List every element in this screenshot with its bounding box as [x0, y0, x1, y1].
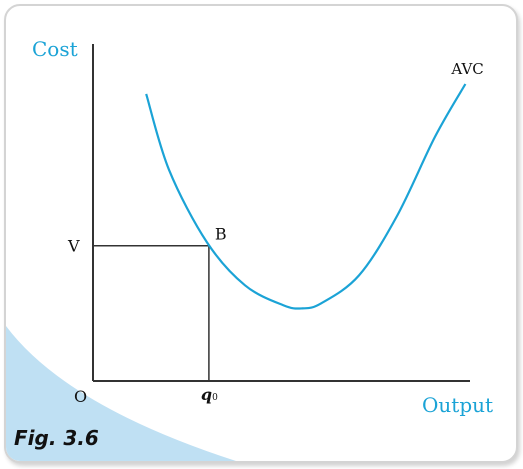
avc-series-label: AVC: [450, 60, 483, 78]
origin-label: O: [74, 387, 87, 406]
axes: [92, 44, 470, 382]
corner-decoration: [6, 326, 236, 461]
q-letter: q: [201, 385, 212, 404]
point-b-label: B: [215, 225, 227, 244]
figure-frame: Cost Output AVC B O V q0 Fig. 3.6: [4, 4, 518, 463]
avc-curve: [145, 83, 467, 310]
y-axis-label: Cost: [32, 37, 78, 61]
q-subscript: 0: [212, 393, 218, 403]
avc-chart: Cost Output AVC B O V q0: [6, 37, 493, 461]
figure-caption: Fig. 3.6: [14, 426, 99, 450]
v-tick-label: V: [67, 237, 80, 256]
q0-tick-label: q0: [201, 385, 218, 404]
x-axis-label: Output: [422, 393, 493, 417]
guide-lines: [93, 244, 210, 381]
